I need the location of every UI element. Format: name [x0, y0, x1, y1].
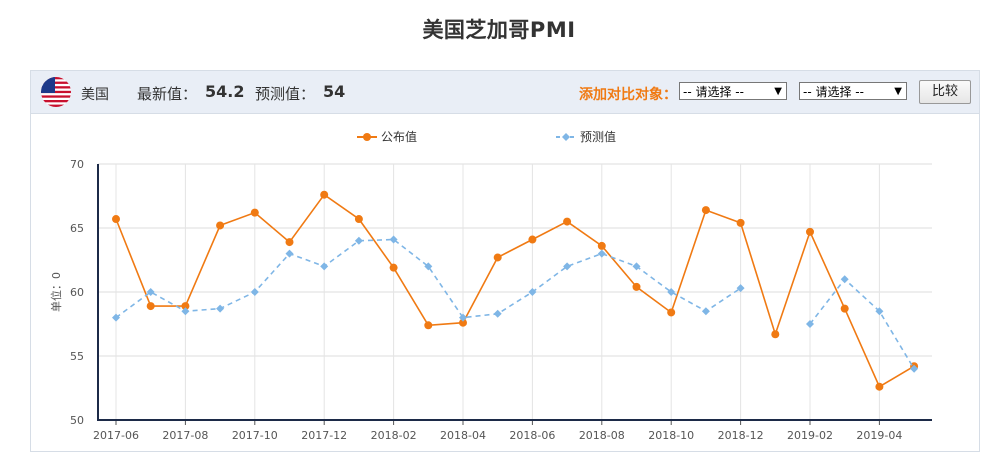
- dropdown-arrow-icon: ▼: [894, 86, 902, 97]
- actual-data-point: [771, 330, 780, 339]
- actual-data-point: [181, 302, 190, 311]
- forecast-data-point: [181, 307, 190, 316]
- x-tick-label: 2017-08: [162, 429, 208, 442]
- forecast-value: 54: [323, 82, 346, 101]
- actual-data-point: [320, 190, 329, 199]
- x-tick-label: 2018-08: [579, 429, 625, 442]
- actual-data-point: [597, 241, 606, 250]
- actual-data-point: [493, 253, 502, 262]
- actual-data-point: [459, 318, 467, 327]
- x-tick-label: 2017-10: [232, 429, 278, 442]
- legend-item-forecast[interactable]: 预测值: [556, 129, 616, 144]
- forecast-data-point: [667, 288, 676, 296]
- y-tick-label: 70: [70, 158, 84, 171]
- latest-value-label: 最新值：: [137, 85, 198, 103]
- actual-data-point: [736, 218, 745, 227]
- page-title: 美国芝加哥PMI: [422, 18, 576, 42]
- compare-label: 添加对比对象：: [579, 87, 677, 103]
- forecast-data-point: [701, 307, 710, 316]
- forecast-data-point: [354, 236, 363, 245]
- legend-item-actual[interactable]: 公布值: [357, 129, 417, 144]
- x-tick-label: 2018-10: [648, 429, 694, 442]
- actual-data-point: [250, 208, 259, 217]
- actual-data-point: [146, 302, 155, 311]
- us-flag-icon: [41, 77, 71, 107]
- x-tick-label: 2019-02: [787, 429, 833, 442]
- legend-label-forecast: 预测值: [580, 129, 616, 144]
- series-layer: [112, 190, 919, 391]
- actual-data-point: [216, 221, 225, 230]
- actual-data-point: [285, 238, 294, 247]
- y-tick-label: 50: [70, 414, 84, 427]
- x-tick-label: 2018-02: [371, 429, 417, 442]
- compare-select-2-value: -- 请选择 --: [803, 85, 864, 99]
- forecast-data-point: [875, 307, 884, 316]
- forecast-series-line: [809, 278, 915, 370]
- forecast-data-point: [112, 313, 120, 322]
- actual-series-line: [115, 193, 915, 388]
- forecast-value-label: 预测值：: [255, 85, 316, 103]
- forecast-data-point: [528, 288, 537, 296]
- x-tick-label: 2018-12: [718, 429, 764, 442]
- forecast-data-point: [285, 249, 294, 258]
- forecast-data-point: [597, 249, 606, 258]
- actual-data-point: [424, 321, 433, 330]
- x-tick-label: 2018-06: [509, 429, 555, 442]
- actual-data-point: [563, 217, 572, 226]
- actual-data-point: [112, 215, 120, 224]
- forecast-data-point: [459, 313, 467, 322]
- actual-data-point: [701, 206, 710, 215]
- axes: 50 55 60 65 70 2017-06 2017-08 2017-10 2017-12 20…: [70, 158, 932, 442]
- actual-data-point: [354, 215, 363, 224]
- x-tick-label: 2018-04: [440, 429, 486, 442]
- grid-lines: [98, 163, 932, 421]
- forecast-data-point: [840, 275, 849, 284]
- forecast-data-point: [632, 262, 641, 271]
- toolbar: 美国 最新值： 54.2 预测值： 54 添加对比对象： -- 请选择 -- ▼…: [31, 71, 979, 114]
- y-tick-label: 65: [70, 222, 84, 235]
- legend-label-actual: 公布值: [381, 129, 417, 144]
- actual-data-point: [875, 382, 884, 391]
- forecast-data-point: [389, 235, 398, 244]
- forecast-data-point: [736, 284, 745, 293]
- forecast-data-point: [320, 262, 329, 271]
- legend[interactable]: 公布值 预测值: [357, 129, 616, 144]
- actual-data-point: [840, 304, 849, 313]
- actual-data-point: [806, 227, 814, 236]
- x-tick-label: 2017-06: [93, 429, 139, 442]
- forecast-data-point: [563, 262, 572, 271]
- compare-select-1[interactable]: -- 请选择 -- ▼: [679, 82, 787, 100]
- actual-data-point: [528, 235, 537, 244]
- chart-panel: 美国 最新值： 54.2 预测值： 54 添加对比对象： -- 请选择 -- ▼…: [30, 70, 980, 452]
- actual-data-point: [389, 263, 398, 272]
- forecast-data-point: [146, 288, 155, 296]
- compare-button[interactable]: 比较: [919, 80, 971, 104]
- y-tick-label: 60: [70, 286, 84, 299]
- forecast-data-point: [493, 309, 502, 318]
- x-tick-label: 2017-12: [301, 429, 347, 442]
- forecast-data-point: [216, 304, 225, 313]
- forecast-data-point: [910, 364, 919, 373]
- actual-data-point: [632, 282, 641, 291]
- dropdown-arrow-icon: ▼: [774, 86, 782, 97]
- x-tick-label: 2019-04: [856, 429, 902, 442]
- forecast-data-point: [250, 288, 259, 296]
- latest-value: 54.2: [205, 82, 245, 101]
- compare-select-2[interactable]: -- 请选择 -- ▼: [799, 82, 907, 100]
- country-label: 美国: [81, 87, 109, 103]
- compare-select-1-value: -- 请选择 --: [683, 85, 744, 99]
- actual-data-point: [667, 308, 676, 317]
- forecast-data-point: [424, 262, 433, 271]
- y-tick-label: 55: [70, 350, 84, 363]
- y-axis-title: 单位：0: [49, 272, 63, 312]
- forecast-data-point: [806, 320, 814, 328]
